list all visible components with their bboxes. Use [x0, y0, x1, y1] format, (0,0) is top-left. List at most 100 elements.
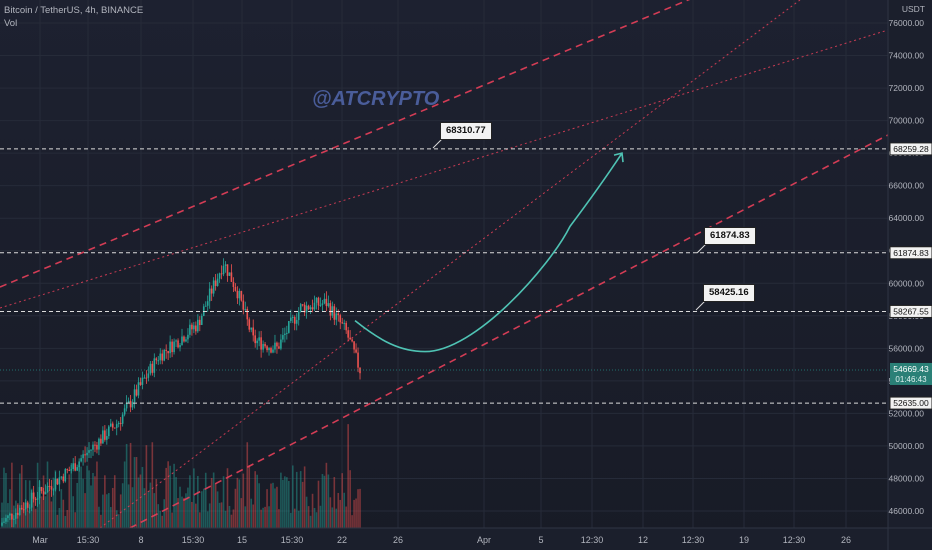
volume-bar — [224, 510, 227, 528]
volume-bar — [274, 488, 276, 528]
volume-bar — [218, 502, 221, 528]
volume-bar — [48, 490, 51, 528]
volume-bar — [286, 477, 288, 528]
candle-body — [5, 518, 7, 522]
candle-body — [347, 330, 349, 338]
candle-body — [17, 512, 19, 515]
note-58425[interactable]: 58425.16 — [703, 284, 755, 302]
candle-body — [104, 430, 106, 440]
volume-bar — [262, 507, 264, 528]
volume-bar — [331, 507, 334, 528]
volume-bar — [56, 514, 59, 528]
volume-bar — [228, 505, 231, 528]
volume-bar — [98, 506, 100, 528]
candle-body — [295, 320, 298, 324]
volume-bar — [349, 470, 351, 528]
volume-bar — [191, 501, 193, 528]
volume-bar — [339, 499, 342, 528]
candle-body — [115, 424, 118, 428]
note-61874[interactable]: 61874.83 — [704, 227, 756, 245]
candle-body — [24, 502, 27, 510]
volume-bar — [333, 477, 336, 528]
candle-body — [167, 350, 169, 354]
y-tick-label: 48000.00 — [889, 473, 925, 483]
volume-bar — [299, 471, 302, 528]
candle-body — [220, 273, 223, 275]
volume-bar — [309, 515, 312, 528]
volume-bar — [52, 477, 55, 528]
candle-body — [250, 327, 253, 330]
candle-body — [337, 313, 340, 316]
volume-bar — [357, 489, 359, 528]
candle-body — [185, 339, 187, 342]
candle-body — [169, 341, 171, 354]
last-price-value: 54669.43 — [893, 364, 929, 374]
volume-bar — [46, 461, 49, 528]
candle-body — [56, 478, 59, 485]
volume-bar — [268, 506, 270, 528]
volume-bar — [177, 498, 179, 528]
candle-body — [199, 319, 201, 325]
candle-body — [143, 377, 146, 379]
volume-bar — [234, 488, 237, 528]
volume-bar — [68, 474, 71, 528]
candle-body — [212, 280, 215, 294]
candle-body — [193, 325, 195, 330]
x-tick-label: 12:30 — [783, 535, 806, 545]
note-68310[interactable]: 68310.77 — [440, 122, 492, 140]
candle-body — [96, 444, 98, 450]
volume-bar — [181, 496, 183, 528]
volume-bar — [60, 489, 63, 528]
candle-body — [20, 507, 23, 510]
volume-bar — [90, 485, 92, 528]
candle-body — [62, 476, 65, 482]
candle-body — [28, 507, 31, 509]
x-tick-label: 15:30 — [281, 535, 304, 545]
volume-bar — [72, 496, 75, 528]
volume-bar — [26, 511, 29, 528]
candle-body — [315, 297, 318, 303]
volume-bar — [109, 507, 112, 528]
volume-bar — [202, 488, 205, 528]
volume-bar — [238, 479, 241, 528]
candle-body — [307, 305, 310, 310]
candle-body — [135, 389, 138, 396]
candle-body — [125, 402, 128, 409]
volume-bar — [153, 493, 156, 528]
candle-body — [15, 512, 17, 519]
candle-body — [64, 469, 67, 482]
candle-body — [72, 463, 75, 470]
volume-bar — [230, 514, 233, 528]
volume-bar — [155, 479, 158, 528]
candle-body — [341, 322, 344, 324]
volume-bar — [240, 498, 243, 528]
candle-body — [88, 450, 90, 453]
candle-body — [286, 332, 288, 334]
volume-label: Vol — [4, 18, 18, 29]
candle-body — [232, 281, 235, 288]
candle-body — [333, 306, 336, 320]
volume-bar — [179, 486, 181, 528]
currency-label: USDT — [902, 4, 925, 14]
candle-body — [254, 335, 256, 344]
volume-bar — [355, 498, 357, 528]
volume-bar — [353, 499, 355, 528]
volume-bar — [282, 479, 284, 528]
candle-body — [301, 304, 304, 306]
candle-body — [206, 301, 209, 306]
volume-bar — [185, 493, 187, 528]
candle-body — [123, 408, 126, 415]
candle-body — [173, 341, 175, 353]
volume-bar — [32, 491, 35, 528]
candle-body — [58, 477, 61, 485]
candle-body — [70, 469, 73, 471]
candle-body — [345, 322, 347, 331]
candle-body — [7, 515, 9, 519]
volume-bar — [22, 503, 25, 528]
volume-bar — [337, 492, 340, 528]
channel-upper-line — [0, 0, 691, 288]
candle-body — [260, 337, 262, 350]
candle-body — [163, 349, 165, 361]
candle-body — [151, 363, 154, 373]
